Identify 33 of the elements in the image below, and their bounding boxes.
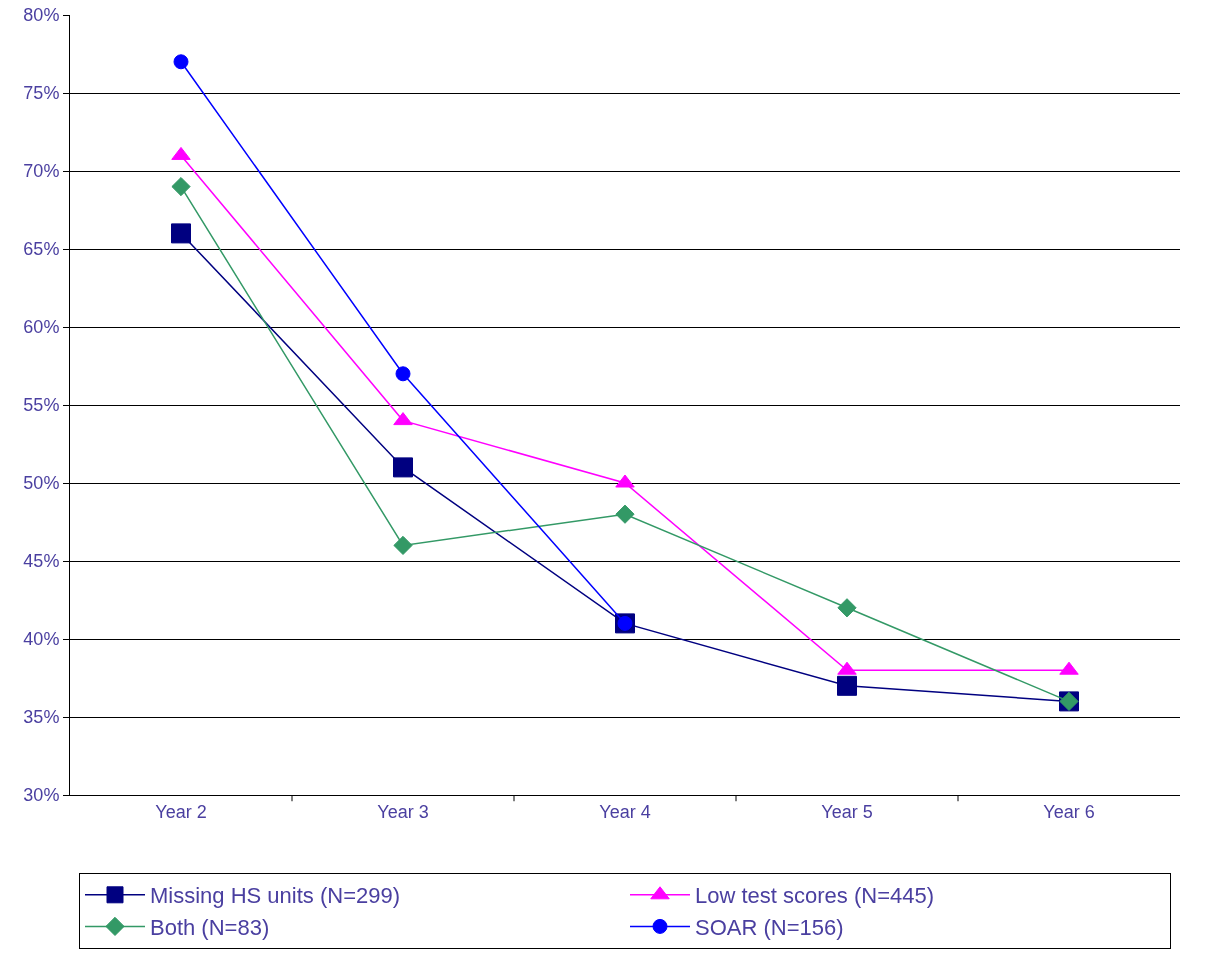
y-tick-label: 80% xyxy=(23,5,60,26)
point xyxy=(837,675,857,696)
legend-label: Low test scores (N=445) xyxy=(695,883,935,909)
point xyxy=(837,661,857,675)
point xyxy=(615,504,635,524)
point xyxy=(393,457,413,478)
y-tick-label: 40% xyxy=(23,629,60,650)
y-tick-label: 75% xyxy=(23,83,60,104)
point xyxy=(1059,661,1079,675)
y-tick-label: 70% xyxy=(23,161,60,182)
legend-label: Missing HS units (N=299) xyxy=(150,883,401,909)
y-tick-label: 45% xyxy=(23,551,60,572)
x-tick-label: Year 4 xyxy=(599,801,651,822)
point xyxy=(615,474,635,488)
x-tick-label: Year 5 xyxy=(821,801,873,822)
y-tick-label: 65% xyxy=(23,239,60,260)
x-tick-label: Year 6 xyxy=(1043,801,1095,822)
y-tick-label: 30% xyxy=(23,785,60,806)
y-tick-label: 55% xyxy=(23,395,60,416)
x-tick-label: Year 3 xyxy=(377,801,429,822)
point xyxy=(395,366,411,382)
y-tick-label: 60% xyxy=(23,317,60,338)
legend-label: Both (N=83) xyxy=(150,914,270,940)
point xyxy=(393,535,413,555)
y-tick-label: 50% xyxy=(23,473,60,494)
point xyxy=(171,223,191,244)
point xyxy=(171,177,191,197)
point xyxy=(837,598,857,618)
legend-label: SOAR (N=156) xyxy=(695,914,844,940)
y-tick-label: 35% xyxy=(23,707,60,728)
point xyxy=(173,54,189,70)
x-tick-label: Year 2 xyxy=(155,801,207,822)
point xyxy=(393,412,413,426)
